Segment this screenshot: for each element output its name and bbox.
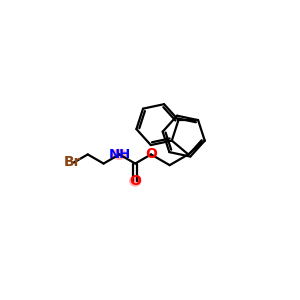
Ellipse shape: [112, 149, 127, 160]
Text: O: O: [145, 147, 157, 161]
Text: NH: NH: [108, 148, 130, 161]
Ellipse shape: [129, 176, 141, 187]
Text: Br: Br: [64, 155, 81, 170]
Text: O: O: [129, 174, 141, 188]
